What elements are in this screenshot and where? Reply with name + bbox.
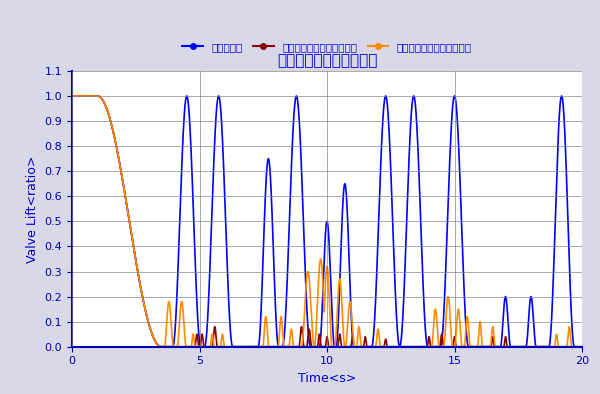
タンク逆止弁パイプ削除時 xyxy=(377,344,384,349)
Legend: 初期モデル, ポンプ逆止弁パイプ削除時, タンク逆止弁パイプ削除時: 初期モデル, ポンプ逆止弁パイプ削除時, タンク逆止弁パイプ削除時 xyxy=(178,37,476,56)
初期モデル xyxy=(545,344,553,349)
初期モデル xyxy=(396,344,403,349)
ポンプ逆止弁パイプ削除時 xyxy=(377,344,384,349)
初期モデル xyxy=(578,344,586,349)
タンク逆止弁パイプ削除時 xyxy=(158,344,165,349)
X-axis label: Time<s>: Time<s> xyxy=(298,372,356,385)
タンク逆止弁パイプ削除時 xyxy=(196,344,203,349)
ポンプ逆止弁パイプ削除時 xyxy=(578,344,586,349)
タンク逆止弁パイプ削除時 xyxy=(310,340,317,344)
Title: 逆止弁開度の時刻歴結果: 逆止弁開度の時刻歴結果 xyxy=(277,53,377,69)
ポンプ逆止弁パイプ削除時 xyxy=(396,344,403,349)
ポンプ逆止弁パイプ削除時 xyxy=(434,344,441,349)
ポンプ逆止弁パイプ削除時 xyxy=(310,344,317,349)
初期モデル xyxy=(158,344,165,349)
タンク逆止弁パイプ削除時 xyxy=(434,324,441,329)
Y-axis label: Valve Lift<ratio>: Valve Lift<ratio> xyxy=(26,155,39,262)
Line: 初期モデル: 初期モデル xyxy=(72,96,582,347)
ポンプ逆止弁パイプ削除時 xyxy=(158,344,165,349)
タンク逆止弁パイプ削除時 xyxy=(578,344,586,349)
タンク逆止弁パイプ削除時 xyxy=(396,344,403,349)
初期モデル xyxy=(434,344,441,349)
ポンプ逆止弁パイプ削除時 xyxy=(196,344,203,349)
タンク逆止弁パイプ削除時 xyxy=(68,94,76,98)
初期モデル xyxy=(196,336,203,340)
ポンプ逆止弁パイプ削除時 xyxy=(545,344,553,349)
タンク逆止弁パイプ削除時 xyxy=(545,344,553,349)
Line: タンク逆止弁パイプ削除時: タンク逆止弁パイプ削除時 xyxy=(72,96,582,347)
初期モデル xyxy=(68,94,76,98)
ポンプ逆止弁パイプ削除時 xyxy=(68,94,76,98)
初期モデル xyxy=(377,169,384,174)
Line: ポンプ逆止弁パイプ削除時: ポンプ逆止弁パイプ削除時 xyxy=(72,96,582,347)
初期モデル xyxy=(310,344,317,349)
